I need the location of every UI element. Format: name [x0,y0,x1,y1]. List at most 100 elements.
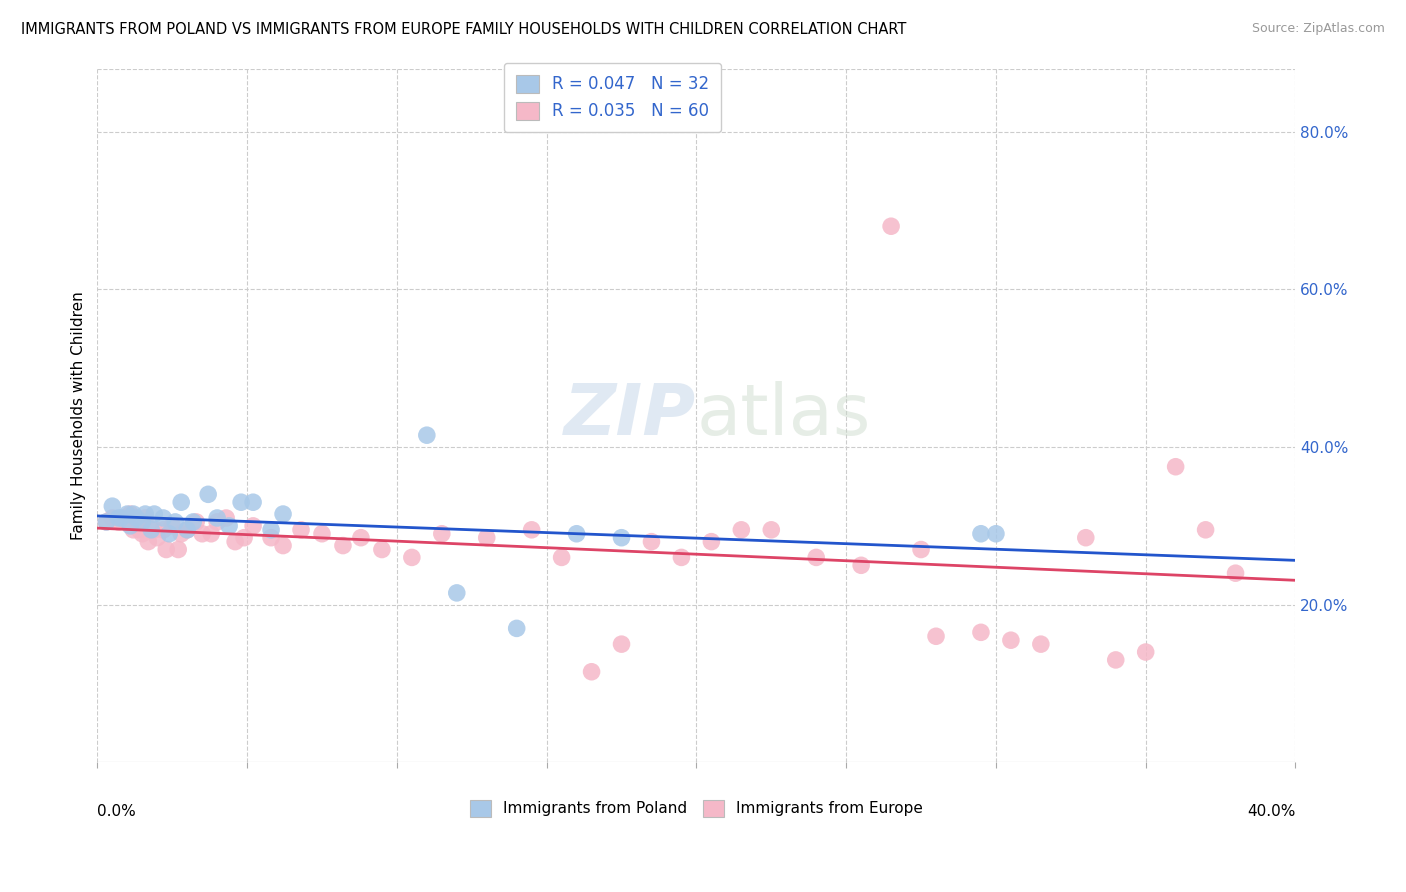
Point [131,526,153,541]
Point [112,511,135,525]
Text: IMMIGRANTS FROM POLAND VS IMMIGRANTS FROM EUROPE FAMILY HOUSEHOLDS WITH CHILDREN: IMMIGRANTS FROM POLAND VS IMMIGRANTS FRO… [21,22,907,37]
Point [401,550,423,565]
Text: 40.0%: 40.0% [1247,804,1295,819]
Point [1135,645,1157,659]
Point [581,665,603,679]
Point [191,526,214,541]
Point [96,515,118,529]
Point [761,523,783,537]
Point [1000,633,1022,648]
Point [160,519,183,533]
Point [806,550,828,565]
Point [200,526,222,541]
Point [475,531,498,545]
Point [152,511,174,525]
Point [350,531,373,545]
Point [186,515,208,529]
Point [122,507,145,521]
Point [271,539,294,553]
Point [141,523,163,537]
Point [165,515,187,529]
Point [122,523,145,537]
Point [446,586,468,600]
Point [181,515,204,529]
Point [197,487,219,501]
Point [101,511,124,525]
Point [880,219,903,234]
Point [125,511,148,525]
Point [152,523,174,537]
Point [290,523,312,537]
Point [640,534,662,549]
Point [120,519,142,533]
Point [136,534,159,549]
Point [229,495,252,509]
Point [131,515,153,529]
Point [260,531,283,545]
Point [430,526,453,541]
Legend: Immigrants from Poland, Immigrants from Europe: Immigrants from Poland, Immigrants from … [463,792,931,824]
Point [107,511,129,525]
Point [1225,566,1247,581]
Point [167,542,190,557]
Point [550,550,572,565]
Text: Source: ZipAtlas.com: Source: ZipAtlas.com [1251,22,1385,36]
Point [146,531,169,545]
Point [849,558,872,573]
Point [565,526,588,541]
Point [215,511,238,525]
Point [260,523,283,537]
Point [332,539,354,553]
Point [170,526,193,541]
Point [96,515,118,529]
Point [1029,637,1052,651]
Point [128,523,150,537]
Point [176,523,198,537]
Point [984,526,1007,541]
Point [143,507,166,521]
Point [925,629,948,643]
Text: atlas: atlas [696,381,870,450]
Point [176,523,198,537]
Point [205,511,228,525]
Point [505,621,527,635]
Point [224,534,246,549]
Point [1105,653,1128,667]
Point [1074,531,1097,545]
Point [730,523,752,537]
Point [610,637,633,651]
Text: 0.0%: 0.0% [97,804,136,819]
Point [416,428,439,442]
Point [155,542,177,557]
Point [233,531,256,545]
Point [205,515,228,529]
Point [1164,459,1187,474]
Point [218,519,240,533]
Point [671,550,693,565]
Point [117,515,139,529]
Point [110,511,132,525]
Text: ZIP: ZIP [564,381,696,450]
Point [610,531,633,545]
Point [700,534,723,549]
Point [143,523,166,537]
Point [170,495,193,509]
Point [910,542,932,557]
Point [371,542,394,557]
Y-axis label: Family Households with Children: Family Households with Children [72,291,86,540]
Point [107,515,129,529]
Point [120,507,142,521]
Point [157,526,180,541]
Point [134,511,156,525]
Point [271,507,294,521]
Point [970,625,993,640]
Point [242,519,264,533]
Point [311,526,333,541]
Point [101,499,124,513]
Point [1194,523,1216,537]
Point [134,507,156,521]
Point [117,507,139,521]
Point [970,526,993,541]
Point [520,523,543,537]
Point [242,495,264,509]
